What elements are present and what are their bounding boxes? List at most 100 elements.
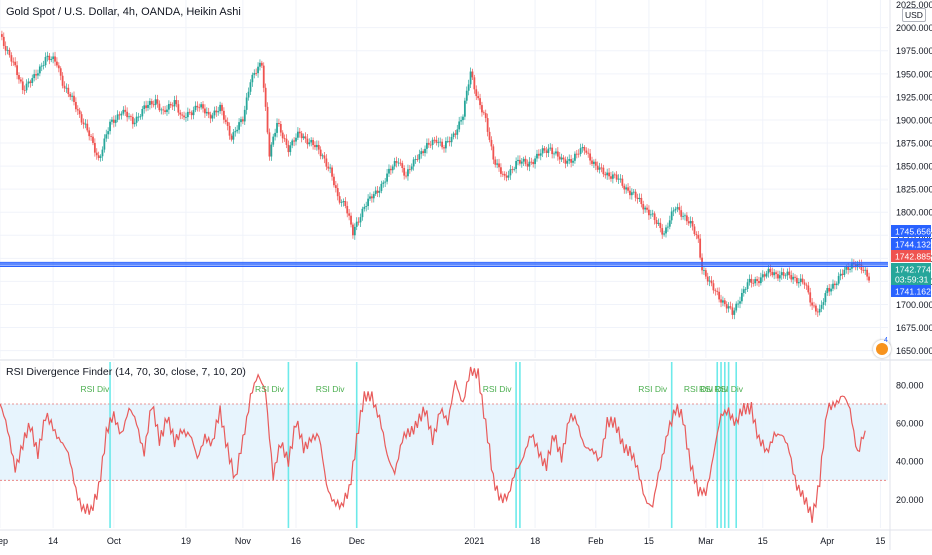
candle-body xyxy=(481,105,483,113)
price-tick-label: 1675.000 xyxy=(896,323,932,333)
candle-body xyxy=(395,161,398,163)
candle-body xyxy=(393,161,396,167)
candle-body xyxy=(76,109,79,111)
time-tick-label: Apr xyxy=(820,536,834,546)
candle-body xyxy=(407,169,409,177)
currency-button[interactable]: USD xyxy=(902,8,926,22)
rsi-tick-label: 40.000 xyxy=(896,457,924,467)
candle-body xyxy=(752,282,755,284)
candle-body xyxy=(82,122,85,125)
candle-body xyxy=(488,131,491,140)
candle-body xyxy=(739,301,741,304)
candle-body xyxy=(260,62,263,66)
candle-body xyxy=(585,150,588,153)
candle-body xyxy=(386,173,388,182)
candle-body xyxy=(183,115,185,118)
candle-body xyxy=(479,98,481,106)
candle-body xyxy=(23,90,26,91)
candle-body xyxy=(431,139,434,146)
candle-body xyxy=(74,101,77,110)
candle-body xyxy=(116,114,119,120)
candle-body xyxy=(750,278,753,283)
candle-body xyxy=(46,55,49,57)
candle-body xyxy=(101,149,104,157)
signal-label: RSI Div xyxy=(638,384,668,394)
candle-body xyxy=(581,147,584,149)
candle-body xyxy=(769,268,772,272)
time-tick-label: 19 xyxy=(181,536,191,546)
candle-body xyxy=(241,119,244,122)
candle-body xyxy=(511,169,514,171)
candle-body xyxy=(278,122,280,124)
price-label-box xyxy=(891,238,931,250)
chart-title: Gold Spot / U.S. Dollar, 4h, OANDA, Heik… xyxy=(6,6,241,18)
price-label-text: 03:59:31 xyxy=(895,275,929,285)
candle-body xyxy=(496,163,499,165)
candle-body xyxy=(640,197,643,205)
candle-body xyxy=(780,272,783,276)
candle-body xyxy=(517,159,519,162)
price-tick-label: 1950.000 xyxy=(896,69,932,79)
candle-body xyxy=(92,136,94,143)
candle-body xyxy=(84,123,87,125)
candle-body xyxy=(12,61,15,63)
price-tick-label: 1850.000 xyxy=(896,162,932,172)
price-tick-label: 1875.000 xyxy=(896,139,932,149)
price-tick-label: 1925.000 xyxy=(896,92,932,102)
candle-body xyxy=(306,138,309,145)
candle-body xyxy=(128,116,130,118)
candle-body xyxy=(264,87,267,107)
candle-body xyxy=(537,153,540,156)
price-label-text: 1744.132 xyxy=(895,240,931,250)
candle-body xyxy=(839,273,842,277)
candle-body xyxy=(733,310,736,315)
price-tick-label: 1900.000 xyxy=(896,115,932,125)
candle-body xyxy=(56,61,58,66)
candle-body xyxy=(315,144,318,148)
candle-body xyxy=(826,287,829,294)
candle-body xyxy=(164,110,166,112)
candle-body xyxy=(560,157,563,160)
candle-body xyxy=(19,79,22,82)
candle-body xyxy=(661,228,664,235)
price-tick-label: 1650.000 xyxy=(896,346,932,356)
candle-body xyxy=(259,62,261,67)
candle-body xyxy=(500,167,502,174)
candle-body xyxy=(133,122,136,125)
candle-body xyxy=(577,153,580,155)
candle-body xyxy=(558,156,561,160)
candle-body xyxy=(426,142,428,149)
candle-body xyxy=(632,191,635,193)
candle-body xyxy=(257,66,259,74)
candle-body xyxy=(369,196,371,199)
candle-body xyxy=(763,274,766,277)
candle-body xyxy=(811,302,814,306)
candle-body xyxy=(621,178,624,186)
candle-body xyxy=(224,119,227,122)
candle-body xyxy=(202,104,204,109)
candle-body xyxy=(61,75,64,86)
candle-body xyxy=(740,292,743,302)
candle-body xyxy=(761,274,764,278)
candle-body xyxy=(672,210,675,212)
candle-body xyxy=(31,78,34,83)
candle-body xyxy=(338,196,341,203)
signal-label: RSI Div xyxy=(80,384,110,394)
signal-label: RSI Div xyxy=(483,384,513,394)
tradingview-logo-icon[interactable]: 4 xyxy=(873,337,891,358)
candle-body xyxy=(611,174,614,179)
candle-body xyxy=(211,115,214,119)
candle-body xyxy=(448,140,451,143)
candle-body xyxy=(744,288,747,290)
candle-body xyxy=(788,271,791,276)
candle-body xyxy=(708,280,711,282)
candle-body xyxy=(833,283,836,286)
candle-body xyxy=(219,104,222,112)
candle-body xyxy=(566,160,569,164)
candle-body xyxy=(319,149,322,157)
candle-body xyxy=(167,104,170,110)
candle-body xyxy=(792,276,795,280)
candle-body xyxy=(699,238,702,258)
candle-body xyxy=(185,117,187,118)
candle-body xyxy=(490,139,493,147)
